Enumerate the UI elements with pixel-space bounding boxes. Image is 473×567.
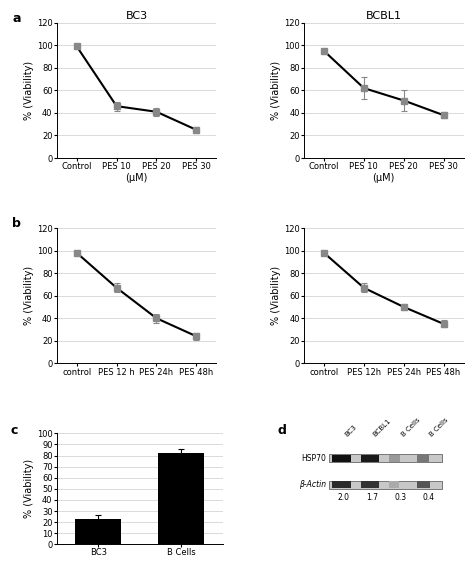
Bar [329,454,442,462]
X-axis label: (μM): (μM) [373,172,395,183]
Text: 0.3: 0.3 [394,493,406,502]
Text: d: d [278,425,287,438]
Text: B Cells: B Cells [401,417,421,438]
Text: a: a [12,12,21,25]
Y-axis label: % (Viability): % (Viability) [272,266,281,325]
Text: b: b [12,217,21,230]
Y-axis label: % (Viability): % (Viability) [24,266,34,325]
Y-axis label: % (Viability): % (Viability) [24,61,34,120]
Bar [360,455,379,462]
Text: β-Actin: β-Actin [298,480,326,489]
Text: BC3: BC3 [344,424,358,438]
Text: 0.4: 0.4 [422,493,435,502]
Text: BCBL1: BCBL1 [372,417,393,438]
Bar [417,481,430,488]
Title: BCBL1: BCBL1 [366,11,402,20]
Title: BC3: BC3 [125,11,148,20]
Text: B Cells: B Cells [429,417,450,438]
Text: HSP70: HSP70 [301,454,326,463]
X-axis label: (μM): (μM) [125,172,148,183]
Text: 1.7: 1.7 [366,493,378,502]
Bar [333,455,350,462]
Bar [75,519,121,544]
Bar [389,455,401,462]
Text: c: c [10,425,18,438]
Bar [329,480,442,489]
Text: 2.0: 2.0 [338,493,350,502]
Bar [417,455,429,462]
Bar [333,481,350,488]
Y-axis label: % (Viability): % (Viability) [272,61,281,120]
Bar [158,453,204,544]
Bar [389,481,399,488]
Bar [360,481,379,488]
Y-axis label: % (Viability): % (Viability) [24,459,34,518]
